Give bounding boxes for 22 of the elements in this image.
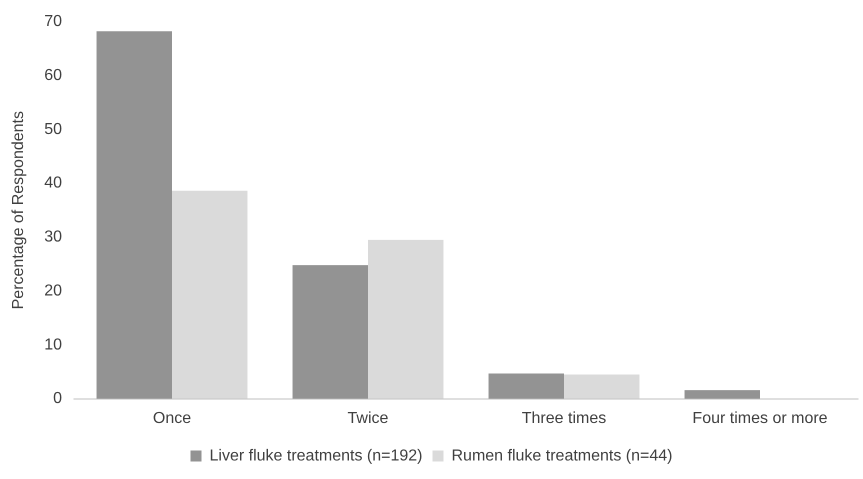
bar (368, 240, 444, 399)
y-tick-label: 70 (44, 13, 62, 30)
bar (96, 31, 172, 399)
y-tick-label: 60 (44, 66, 62, 84)
legend-label: Liver fluke treatments (n=192) (210, 447, 423, 464)
x-tick-label: Twice (348, 410, 389, 427)
y-axis-title: Percentage of Respondents (10, 111, 28, 310)
x-tick-label: Once (152, 410, 192, 427)
y-tick-label: 50 (44, 120, 62, 138)
bar (488, 373, 564, 399)
y-tick-label: 20 (44, 282, 62, 300)
bar (684, 390, 760, 399)
y-tick-label: 30 (44, 228, 62, 246)
bar (292, 265, 368, 399)
x-tick-label: Four times or more (692, 410, 828, 427)
legend-label: Rumen fluke treatments (n=44) (452, 447, 672, 464)
x-tick-label: Three times (522, 410, 606, 427)
bar (564, 374, 640, 399)
y-tick-label: 10 (44, 336, 62, 354)
bar (172, 190, 248, 399)
y-tick-label: 0 (53, 390, 62, 408)
y-tick-label: 40 (44, 174, 62, 192)
